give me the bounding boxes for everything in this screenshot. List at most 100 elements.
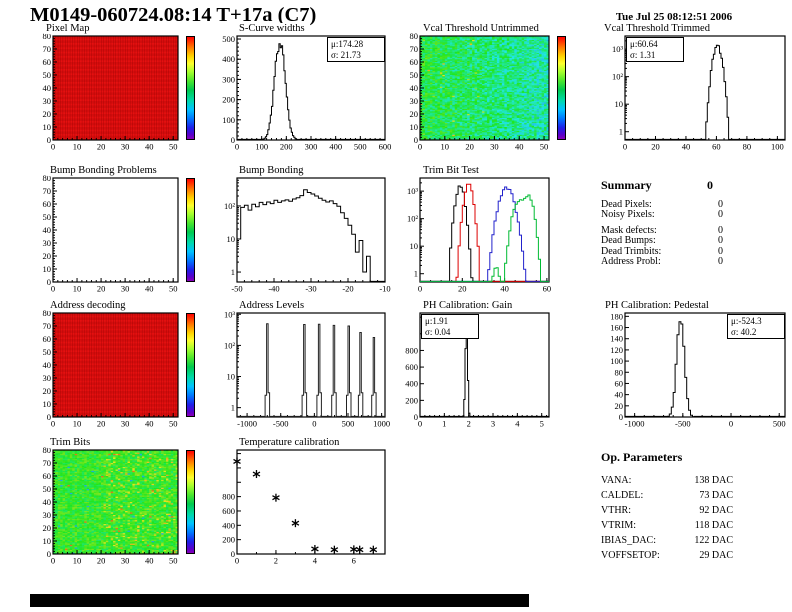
row-label: Address Probl: — [601, 256, 661, 268]
panel-address_decoding: 0 10 20 30 40 50 0 10 20 30 40 50 60 70 80 — [43, 308, 179, 429]
svg-text:10³: 10³ — [224, 309, 236, 319]
svg-text:200: 200 — [222, 535, 235, 545]
svg-text:10: 10 — [441, 142, 450, 152]
row-value: 29 DAC — [699, 550, 733, 561]
svg-text:200: 200 — [280, 142, 293, 152]
svg-text:600: 600 — [405, 362, 418, 372]
row-value: 0 — [718, 235, 723, 247]
svg-text:0: 0 — [51, 556, 55, 566]
row-value: 0 — [718, 245, 723, 257]
svg-text:60: 60 — [43, 334, 52, 344]
svg-text:40: 40 — [43, 497, 52, 507]
svg-text:140: 140 — [610, 334, 623, 344]
param-row: VTHR: 92 DAC — [601, 503, 733, 518]
svg-text:10: 10 — [410, 241, 419, 251]
op-parameters-rows: VANA: 138 DAC CALDEL: 73 DAC VTHR: 92 DAC VTRI… — [601, 473, 791, 563]
panel-scurve_widths: 0 100 200 300 400 500 600 0 100 200 300 400 500 — [222, 34, 391, 152]
row-label: VANA: — [601, 475, 632, 486]
svg-text:40: 40 — [145, 284, 154, 294]
scurve_widths-title: S-Curve widths — [237, 23, 307, 34]
svg-text:600: 600 — [222, 506, 235, 516]
svg-text:20: 20 — [43, 523, 52, 533]
page-title: M0149-060724.08:14 T+17a (C7) — [30, 4, 317, 26]
svg-text:0: 0 — [47, 412, 51, 422]
svg-text:20: 20 — [97, 142, 106, 152]
svg-text:50: 50 — [540, 142, 549, 152]
address_decoding-heatmap — [53, 313, 178, 417]
svg-text:20: 20 — [97, 419, 106, 429]
svg-text:40: 40 — [43, 225, 52, 235]
svg-text:1: 1 — [231, 267, 235, 277]
svg-text:10: 10 — [43, 122, 52, 132]
panel-trim_bits: 0 10 20 30 40 50 0 10 20 30 40 50 60 70 80 — [43, 445, 179, 566]
row-label: Noisy Pixels: — [601, 209, 655, 221]
summary-heading-row: Summary 0 — [601, 178, 713, 193]
svg-text:20: 20 — [410, 109, 419, 119]
svg-text:50: 50 — [43, 70, 52, 80]
svg-text:10²: 10² — [407, 214, 419, 224]
ph_pedestal-curve — [625, 321, 785, 418]
summary-row: Dead Trimbits: 0 — [601, 245, 723, 257]
summary-block: Summary 0 Dead Pixels: 0 Noisy Pixels: 0 Mas… — [601, 178, 791, 267]
svg-text:70: 70 — [410, 44, 419, 54]
op-parameters-heading: Op. Parameters — [601, 450, 683, 464]
svg-text:20: 20 — [43, 109, 52, 119]
svg-text:1000: 1000 — [373, 419, 390, 429]
svg-text:80: 80 — [743, 142, 752, 152]
svg-text:4: 4 — [515, 419, 520, 429]
svg-text:30: 30 — [43, 238, 52, 248]
summary-heading: Summary — [601, 178, 652, 192]
row-label: Dead Trimbits: — [601, 245, 662, 257]
row-value: 138 DAC — [694, 475, 733, 486]
trim_bit_test-blue-hist — [420, 186, 549, 282]
pixel_map-colorbar — [186, 36, 195, 140]
svg-text:10: 10 — [73, 284, 82, 294]
svg-text:0: 0 — [623, 142, 627, 152]
svg-text:0: 0 — [231, 135, 235, 145]
bump_problems-title: Bump Bonding Problems — [48, 165, 159, 176]
svg-text:10: 10 — [43, 399, 52, 409]
panel-address_levels: -1000 -500 0 500 1000 1 10 10² 10³ — [224, 309, 390, 428]
svg-text:10³: 10³ — [407, 186, 419, 196]
svg-text:10²: 10² — [224, 340, 236, 350]
svg-text:0: 0 — [47, 135, 51, 145]
row-value: 92 DAC — [699, 505, 733, 516]
svg-text:60: 60 — [543, 284, 552, 294]
svg-text:1: 1 — [414, 269, 418, 279]
summary-row: Noisy Pixels: 0 — [601, 209, 723, 221]
row-value: 0 — [718, 256, 723, 268]
row-label: VOFFSETOP: — [601, 550, 660, 561]
trim_bit_test-title: Trim Bit Test — [421, 165, 481, 176]
svg-text:40: 40 — [682, 142, 691, 152]
svg-text:0: 0 — [51, 284, 55, 294]
row-value: 118 DAC — [694, 520, 733, 531]
temp_calibration-points — [233, 457, 378, 554]
svg-text:0: 0 — [47, 549, 51, 559]
summary-row: Mask defects: 0 — [601, 225, 723, 236]
svg-text:10: 10 — [227, 372, 236, 382]
svg-text:20: 20 — [97, 284, 106, 294]
svg-text:40: 40 — [145, 556, 154, 566]
svg-text:60: 60 — [615, 379, 624, 389]
svg-text:-500: -500 — [273, 419, 289, 429]
bump_problems-colorbar — [186, 178, 195, 282]
svg-text:80: 80 — [43, 173, 52, 183]
svg-text:30: 30 — [43, 96, 52, 106]
row-value: 0 — [718, 209, 723, 221]
svg-text:-30: -30 — [305, 284, 316, 294]
svg-text:400: 400 — [405, 379, 418, 389]
summary-row: Dead Pixels: 0 — [601, 199, 723, 210]
svg-text:4: 4 — [313, 556, 318, 566]
svg-text:10: 10 — [73, 419, 82, 429]
svg-text:200: 200 — [222, 95, 235, 105]
panel-trim_bit_test: 0 20 40 60 1 10 10² 10³ — [407, 177, 552, 294]
svg-text:20: 20 — [615, 401, 624, 411]
summary-row: Address Probl: 0 — [601, 256, 723, 268]
svg-text:50: 50 — [43, 347, 52, 357]
svg-text:0: 0 — [235, 556, 239, 566]
svg-text:0: 0 — [414, 135, 418, 145]
svg-text:10²: 10² — [612, 72, 624, 82]
summary-row: Dead Bumps: 0 — [601, 235, 723, 247]
svg-text:-1000: -1000 — [625, 419, 645, 429]
